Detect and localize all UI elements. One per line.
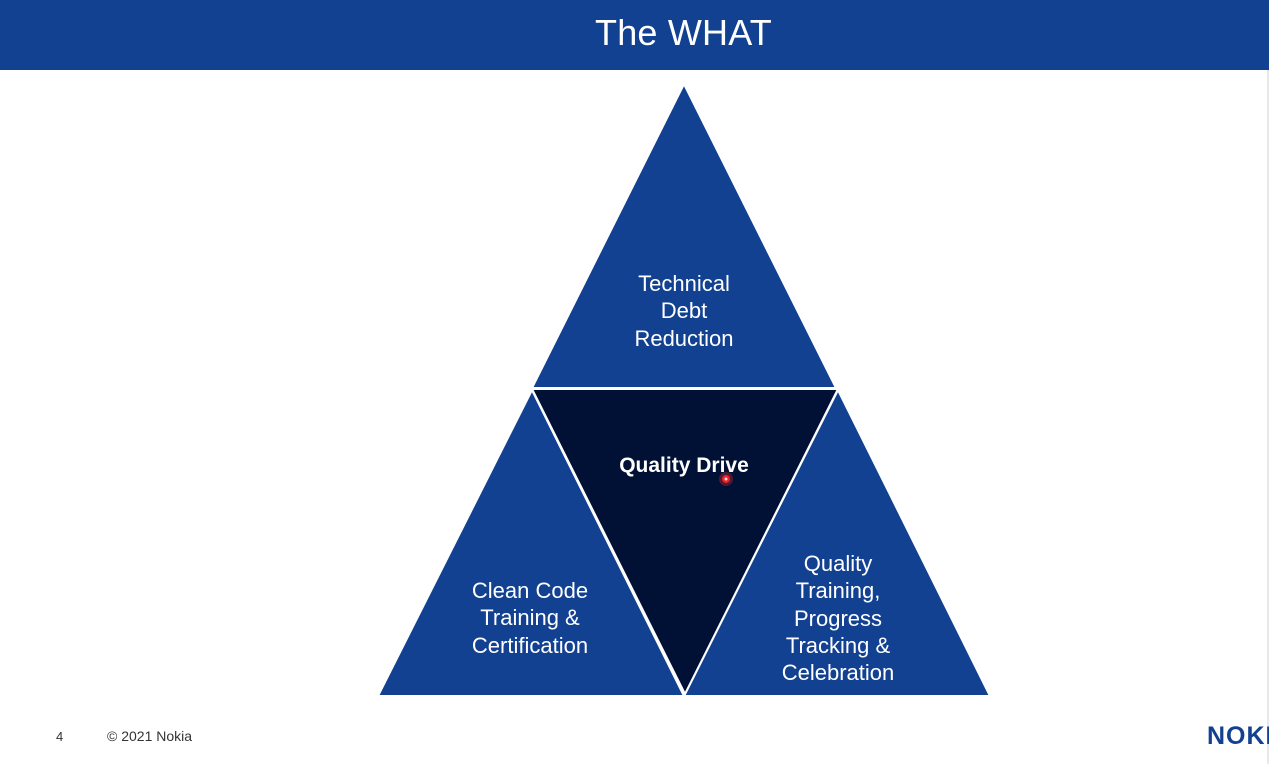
- right-label-line-2: Training,: [796, 578, 881, 603]
- copyright-text: © 2021 Nokia: [107, 728, 193, 744]
- nokia-logo-text: NOKIA: [1207, 722, 1269, 750]
- top-label-line-3: Reduction: [634, 326, 733, 351]
- center-label: Quality Drive: [619, 454, 749, 477]
- window-edge: [1267, 70, 1269, 764]
- left-label-line-3: Certification: [472, 633, 588, 658]
- left-label-line-2: Training &: [480, 605, 580, 630]
- top-label-line-1: Technical: [638, 271, 730, 296]
- right-label-line-1: Quality: [804, 551, 872, 576]
- nokia-logo: NOKIA: [1207, 722, 1269, 752]
- left-label-line-1: Clean Code: [472, 578, 588, 603]
- slide-title: The WHAT: [595, 12, 772, 53]
- laser-pointer-icon: [719, 472, 733, 486]
- right-label-line-4: Tracking &: [786, 633, 891, 658]
- triangle-center: [530, 388, 840, 697]
- top-label-line-2: Debt: [661, 298, 707, 323]
- title-bar: [0, 0, 1269, 70]
- triangle-left: [376, 387, 686, 697]
- right-label-line-3: Progress: [794, 606, 882, 631]
- right-label-line-5: Celebration: [782, 660, 895, 685]
- page-number: 4: [56, 729, 64, 744]
